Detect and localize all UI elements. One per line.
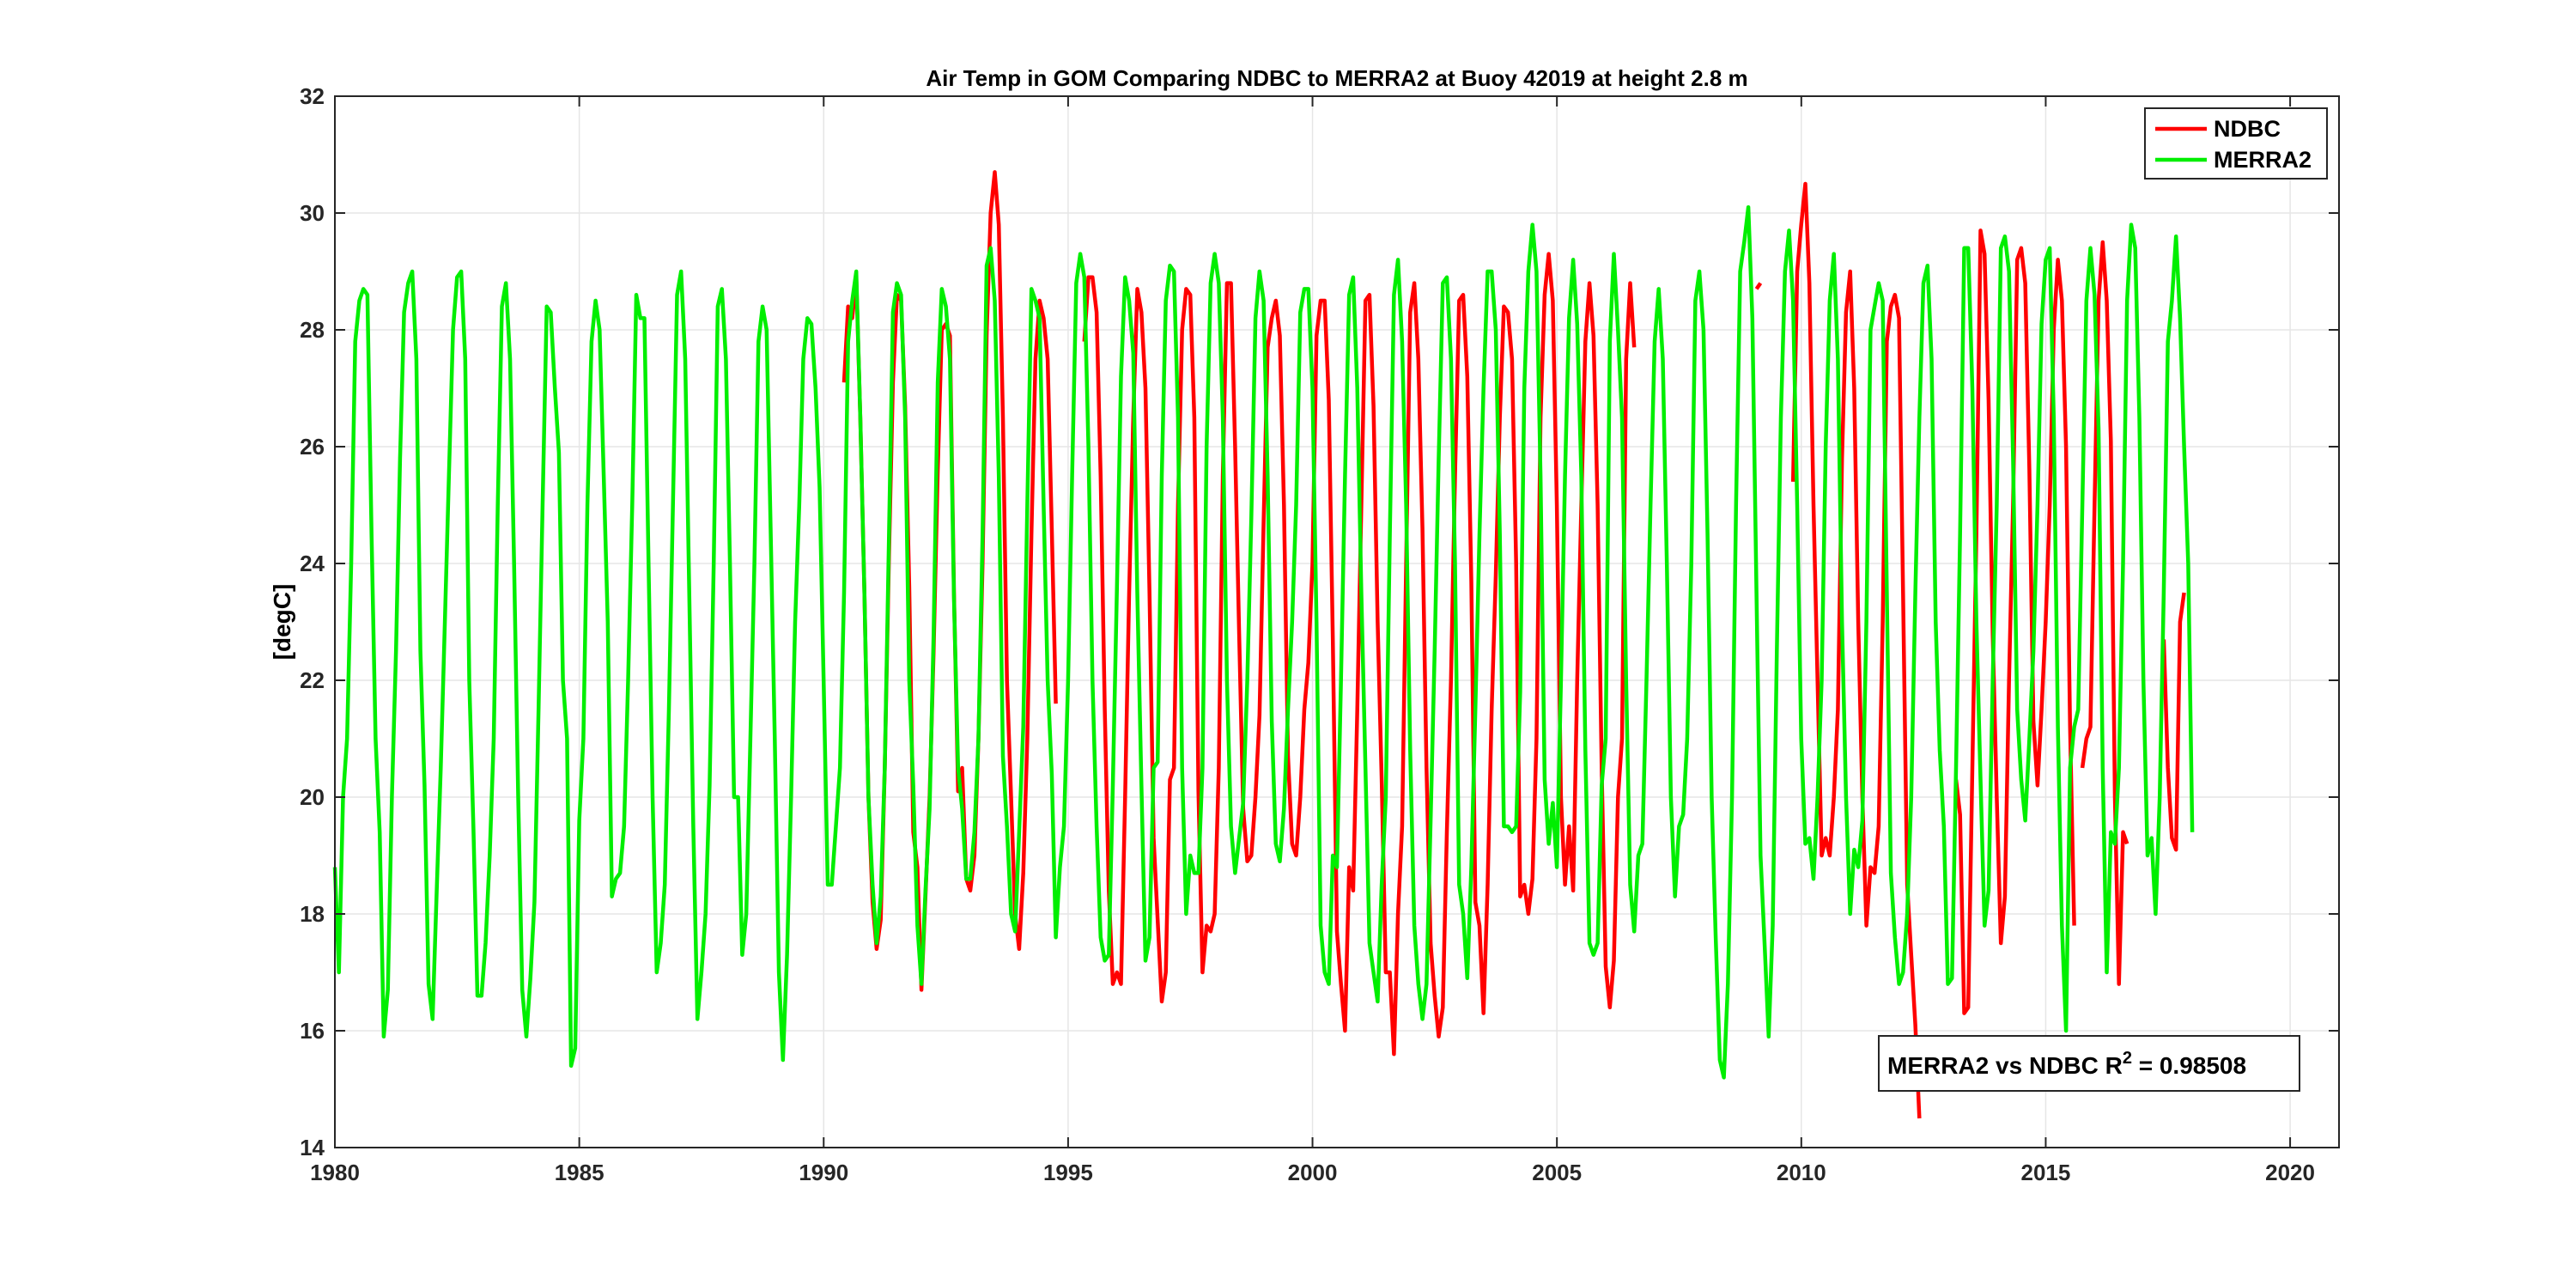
y-tick-label: 20 <box>300 784 325 810</box>
x-tick-label: 2020 <box>2265 1160 2315 1185</box>
x-tick-label: 2005 <box>1532 1160 1582 1185</box>
series-line-merra2 <box>332 204 2195 1080</box>
y-tick-label: 22 <box>300 667 325 693</box>
legend-label-merra2: MERRA2 <box>2214 147 2312 173</box>
annotation-superscript: 2 <box>2123 1049 2132 1068</box>
y-tick-label: 32 <box>300 83 325 109</box>
chart-title: Air Temp in GOM Comparing NDBC to MERRA2… <box>926 65 1747 91</box>
plot-frame <box>334 95 2340 1148</box>
legend: NDBC MERRA2 <box>2144 107 2328 180</box>
x-tick-label: 2000 <box>1288 1160 1338 1185</box>
annotation-suffix: = 0.98508 <box>2132 1052 2246 1079</box>
ticks: 1980 1985 1990 1995 2000 2005 2010 2015 2020 14 16… <box>300 83 2339 1185</box>
annotation-box <box>1878 1035 2300 1092</box>
y-tick-label: 24 <box>300 551 325 576</box>
r-squared-annotation: MERRA2 vs NDBC R2 = 0.98508 <box>1878 1035 2300 1092</box>
y-tick-label: 28 <box>300 317 325 343</box>
y-tick-label: 16 <box>300 1018 325 1044</box>
y-tick-label: 30 <box>300 200 325 226</box>
legend-box <box>2144 107 2328 180</box>
x-tick-label: 1990 <box>799 1160 848 1185</box>
y-tick-label: 18 <box>300 901 325 927</box>
y-tick-label: 26 <box>300 434 325 460</box>
annotation-prefix: MERRA2 vs NDBC R <box>1887 1052 2123 1079</box>
y-tick-label: 14 <box>300 1135 325 1160</box>
annotation-text: MERRA2 vs NDBC R2 = 0.98508 <box>1887 1049 2246 1079</box>
x-tick-label: 2015 <box>2021 1160 2071 1185</box>
plot-area <box>335 96 2339 1148</box>
y-axis-label: [degC] <box>269 584 295 661</box>
series-layer <box>332 172 2213 1118</box>
x-tick-label: 2010 <box>1777 1160 1826 1185</box>
x-tick-label: 1980 <box>310 1160 360 1185</box>
x-tick-label: 1985 <box>555 1160 605 1185</box>
x-tick-label: 1995 <box>1043 1160 1093 1185</box>
legend-label-ndbc: NDBC <box>2214 116 2281 142</box>
